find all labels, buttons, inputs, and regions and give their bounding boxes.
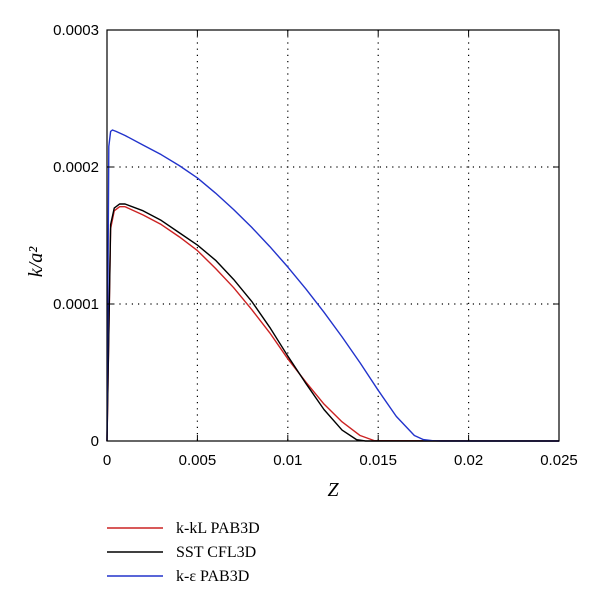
y-tick-labels: 0 0.0001 0.0002 0.0003 xyxy=(53,22,99,450)
y-tick-label: 0.0003 xyxy=(53,22,99,39)
x-tick-labels: 0 0.005 0.01 0.015 0.02 0.025 xyxy=(103,452,578,469)
series-line-1 xyxy=(106,203,559,442)
x-tick-label: 0 xyxy=(103,452,111,469)
x-tick-label: 0.01 xyxy=(273,452,302,469)
x-tick-label: 0.015 xyxy=(359,452,397,469)
y-tick-label: 0.0001 xyxy=(53,296,99,313)
y-axis-label: k/a² xyxy=(25,246,47,277)
legend-label: k-kL PAB3D xyxy=(176,520,260,537)
y-tick-label: 0 xyxy=(91,433,99,450)
x-tick-label: 0.005 xyxy=(179,452,217,469)
y-tick-label: 0.0002 xyxy=(53,159,99,176)
legend-label: k-ε PAB3D xyxy=(176,568,249,585)
legend-label: SST CFL3D xyxy=(176,544,256,561)
x-tick-label: 0.025 xyxy=(540,452,578,469)
series-line-2 xyxy=(106,129,559,442)
plot-frame xyxy=(106,29,560,442)
x-axis-label: Z xyxy=(327,479,339,501)
grid xyxy=(107,30,559,441)
series-line-0 xyxy=(106,206,560,442)
legend: k-kL PAB3D SST CFL3D k-ε PAB3D xyxy=(107,520,260,585)
series-lines xyxy=(106,129,560,442)
axis-ticks xyxy=(106,29,560,442)
x-tick-label: 0.02 xyxy=(454,452,483,469)
